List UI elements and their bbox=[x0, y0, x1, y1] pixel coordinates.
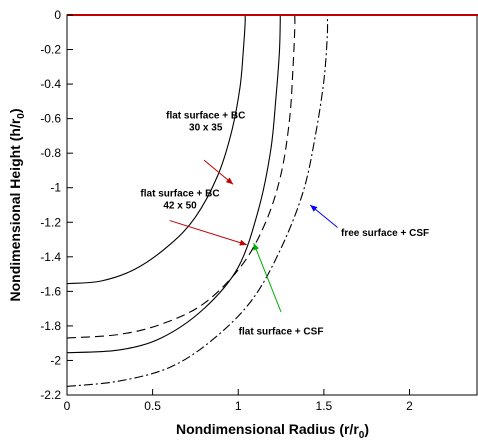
x-tick-label: 1 bbox=[235, 399, 242, 413]
plot-frame bbox=[66, 14, 478, 396]
y-tick-label: -0.4 bbox=[40, 77, 61, 91]
y-tick-label: -1.6 bbox=[40, 284, 61, 298]
series-line-3 bbox=[66, 14, 296, 339]
y-tick-label: -2 bbox=[50, 353, 61, 367]
x-tick-label: 0.5 bbox=[144, 399, 161, 413]
y-tick-label: -0.2 bbox=[40, 43, 61, 57]
series-layer bbox=[66, 14, 329, 387]
series-line-1 bbox=[66, 14, 246, 285]
y-tick-label: -2.2 bbox=[40, 388, 61, 402]
y-axis-title: Nondimensional Height (h/r0) bbox=[7, 108, 27, 301]
annotation-label-2: flat surface + BC 42 x 50 bbox=[140, 188, 219, 211]
series-line-2 bbox=[66, 14, 281, 354]
y-tick-label: -1 bbox=[50, 181, 61, 195]
tick-layer: 0 0.5 1 1.5 2 0 -0.2 -0.4 -0.6 -0.8 -1 -1.2 -1.4 -1.6… bbox=[40, 8, 413, 413]
x-tick-label: 1.5 bbox=[316, 399, 333, 413]
y-tick-label: -1.4 bbox=[40, 250, 61, 264]
y-tick-label: -0.8 bbox=[40, 146, 61, 160]
y-tick-label: 0 bbox=[54, 8, 61, 22]
x-axis-title: Nondimensional Radius (r/r0) bbox=[176, 421, 369, 441]
annotation-layer: flat surface + BC 30 x 35 flat surface + B… bbox=[140, 111, 429, 338]
annotation-label-3: free surface + CSF bbox=[341, 228, 429, 239]
x-tick-label: 0 bbox=[64, 399, 71, 413]
annotation-arrow-4 bbox=[253, 242, 282, 313]
series-line-4 bbox=[66, 14, 329, 387]
x-tick-label: 2 bbox=[406, 399, 413, 413]
y-tick-label: -0.6 bbox=[40, 112, 61, 126]
annotation-arrow-3 bbox=[309, 204, 338, 228]
annotation-arrow-2 bbox=[169, 220, 247, 246]
annotation-arrow-1 bbox=[203, 159, 234, 185]
annotation-label-1: flat surface + BC 30 x 35 bbox=[166, 111, 245, 134]
y-tick-label: -1.2 bbox=[40, 215, 61, 229]
annotation-label-4: flat surface + CSF bbox=[239, 327, 324, 338]
y-tick-label: -1.8 bbox=[40, 319, 61, 333]
